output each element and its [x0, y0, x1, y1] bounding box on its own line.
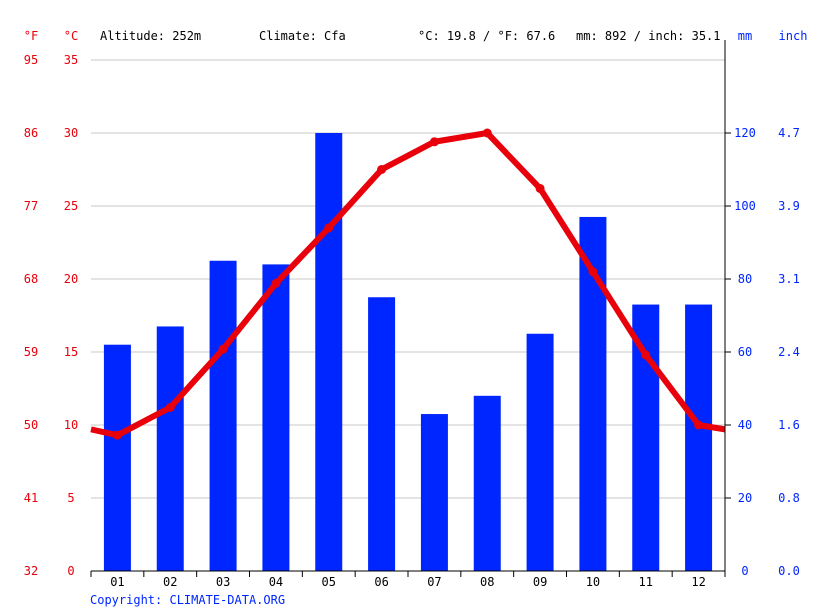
- mm-tick-label: 40: [738, 418, 752, 432]
- tick-labels: 01 02 03 04 05 06 07 08 09 10 11 12 32 0 41 5 50 10 59 15 68…: [24, 53, 800, 589]
- celsius-tick-label: 5: [67, 491, 74, 505]
- mm-tick-label: 100: [734, 199, 756, 213]
- precipitation-bar: [632, 304, 660, 571]
- celsius-tick-label: 30: [64, 126, 78, 140]
- temperature-point: [218, 344, 228, 354]
- precipitation-bar: [262, 264, 290, 571]
- fahrenheit-tick-label: 41: [24, 491, 38, 505]
- precipitation-bar: [156, 326, 184, 571]
- inch-tick-label: 0.0: [778, 564, 800, 578]
- mm-unit-label: mm: [738, 29, 752, 43]
- inch-tick-label: 3.1: [778, 272, 800, 286]
- month-label: 08: [480, 575, 494, 589]
- month-label: 02: [163, 575, 177, 589]
- fahrenheit-unit-label: °F: [24, 29, 38, 43]
- celsius-unit-label: °C: [64, 29, 78, 43]
- fahrenheit-tick-label: 77: [24, 199, 38, 213]
- inch-tick-label: 4.7: [778, 126, 800, 140]
- temperature-point: [641, 350, 651, 360]
- celsius-tick-label: 0: [67, 564, 74, 578]
- precipitation-bar: [473, 395, 501, 571]
- temperature-point: [429, 137, 439, 147]
- celsius-tick-label: 20: [64, 272, 78, 286]
- precipitation-bar: [685, 304, 713, 571]
- precipitation-bar: [368, 297, 396, 571]
- fahrenheit-tick-label: 68: [24, 272, 38, 286]
- precipitation-bar: [420, 414, 448, 571]
- fahrenheit-tick-label: 32: [24, 564, 38, 578]
- month-label: 12: [691, 575, 705, 589]
- mm-tick-label: 80: [738, 272, 752, 286]
- inch-tick-label: 2.4: [778, 345, 800, 359]
- fahrenheit-tick-label: 50: [24, 418, 38, 432]
- copyright-link[interactable]: Copyright: CLIMATE-DATA.ORG: [90, 593, 285, 607]
- month-label: 10: [586, 575, 600, 589]
- celsius-tick-label: 15: [64, 345, 78, 359]
- temperature-point: [324, 223, 334, 233]
- month-label: 06: [374, 575, 388, 589]
- month-label: 04: [269, 575, 283, 589]
- mm-tick-label: 120: [734, 126, 756, 140]
- mm-tick-label: 0: [741, 564, 748, 578]
- total-precipitation-label: mm: 892 / inch: 35.1: [576, 29, 721, 43]
- temperature-point: [271, 278, 281, 288]
- precipitation-bar: [526, 333, 554, 571]
- axes: [90, 40, 731, 577]
- fahrenheit-tick-label: 95: [24, 53, 38, 67]
- precipitation-bar: [209, 260, 237, 571]
- month-label: 07: [427, 575, 441, 589]
- mm-tick-label: 20: [738, 491, 752, 505]
- celsius-tick-label: 10: [64, 418, 78, 432]
- month-label: 01: [110, 575, 124, 589]
- mm-tick-label: 60: [738, 345, 752, 359]
- temperature-point: [694, 420, 704, 430]
- inch-unit-label: inch: [779, 29, 808, 43]
- precipitation-bar: [103, 344, 131, 571]
- temperature-point: [377, 165, 387, 174]
- month-label: 09: [533, 575, 547, 589]
- month-label: 05: [322, 575, 336, 589]
- altitude-label: Altitude: 252m: [100, 29, 201, 43]
- fahrenheit-tick-label: 59: [24, 345, 38, 359]
- temperature-line: [90, 128, 726, 440]
- celsius-tick-label: 35: [64, 53, 78, 67]
- precipitation-bar: [315, 133, 343, 571]
- temperature-series-line: [90, 130, 726, 439]
- gridlines: [91, 59, 725, 499]
- average-temperature-label: °C: 19.8 / °F: 67.6: [418, 29, 555, 43]
- temperature-point: [535, 183, 545, 193]
- temperature-point: [588, 267, 598, 277]
- precipitation-bars: [103, 133, 713, 571]
- inch-tick-label: 3.9: [778, 199, 800, 213]
- fahrenheit-tick-label: 86: [24, 126, 38, 140]
- inch-tick-label: 0.8: [778, 491, 800, 505]
- inch-tick-label: 1.6: [778, 418, 800, 432]
- month-label: 03: [216, 575, 230, 589]
- climate-label: Climate: Cfa: [259, 29, 346, 43]
- celsius-tick-label: 25: [64, 199, 78, 213]
- month-label: 11: [639, 575, 653, 589]
- temperature-point: [112, 430, 122, 440]
- temperature-point: [165, 402, 175, 412]
- temperature-point: [482, 128, 492, 138]
